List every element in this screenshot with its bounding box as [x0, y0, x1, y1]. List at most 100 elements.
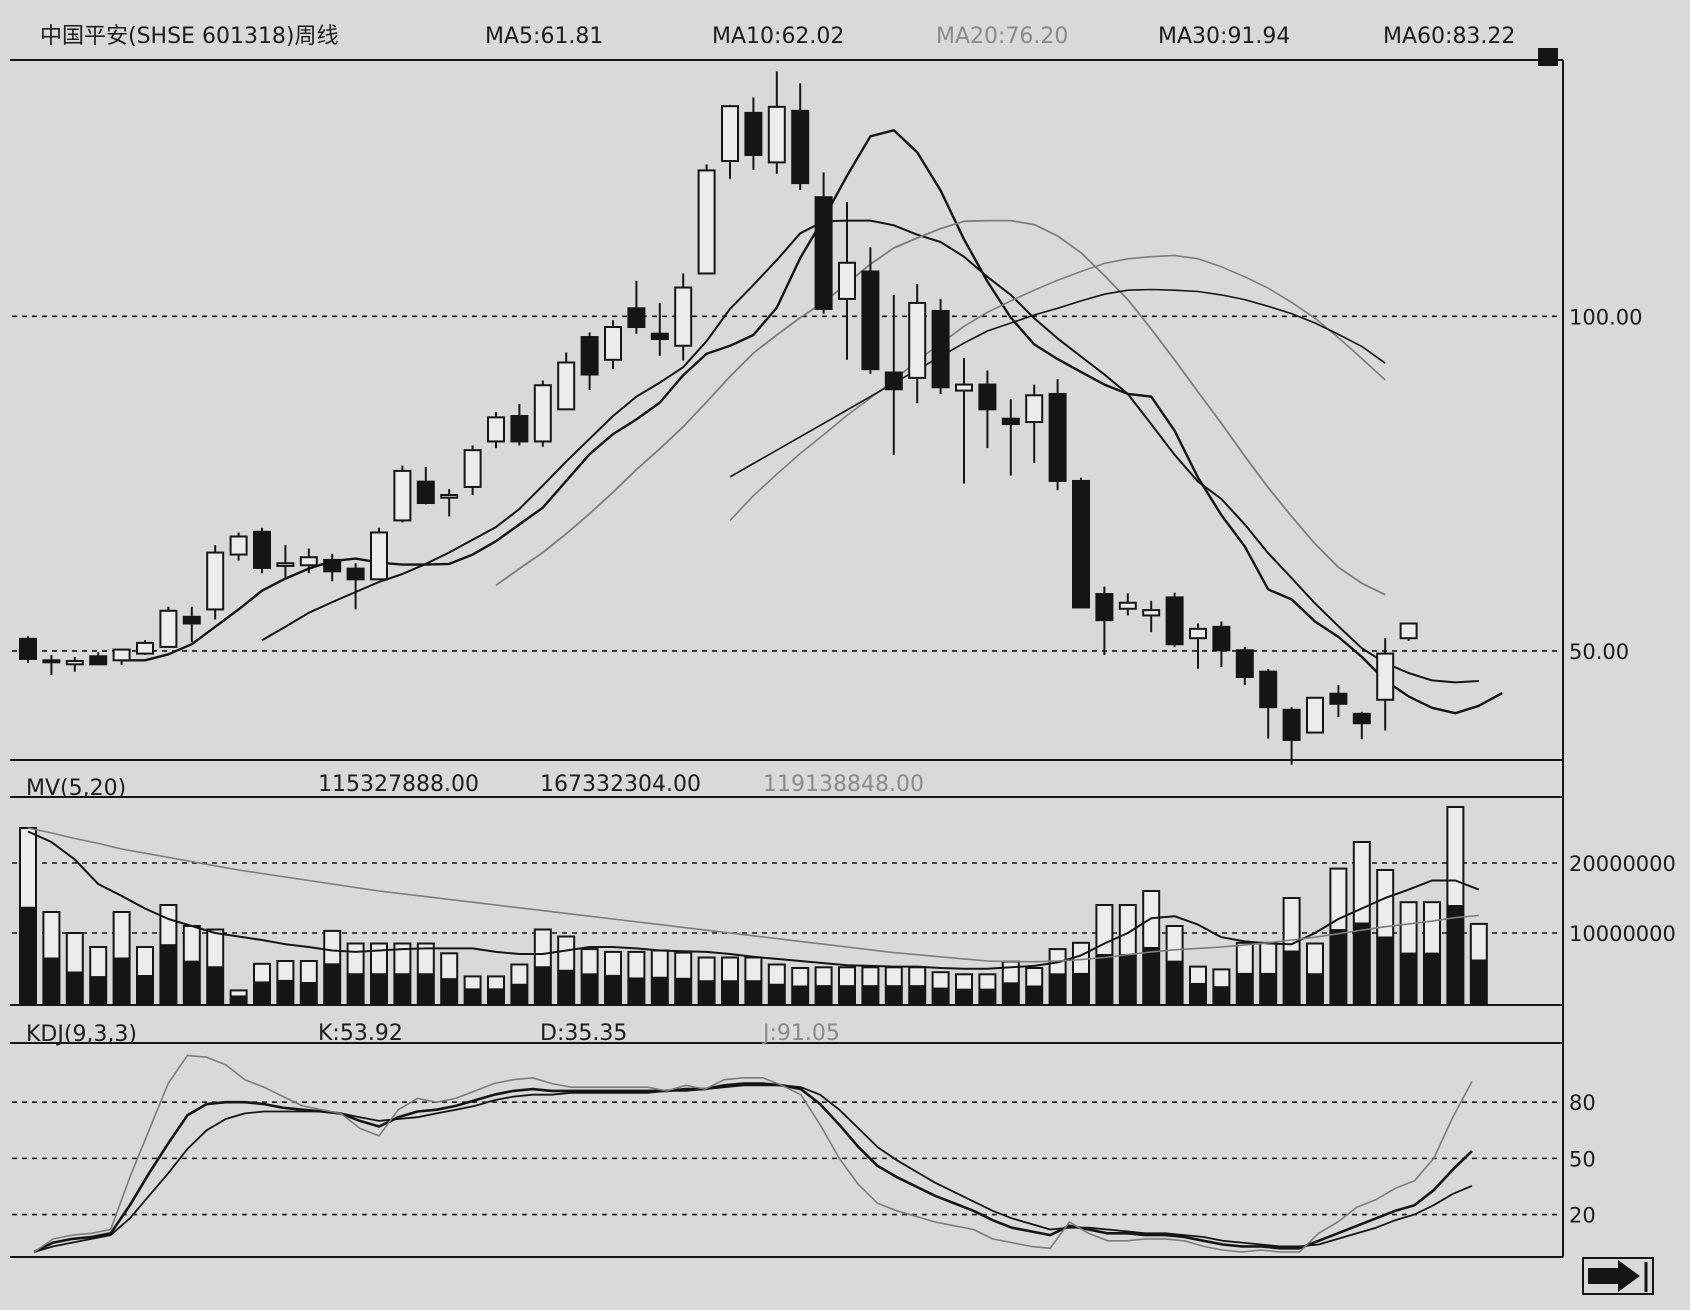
candle [557, 352, 576, 411]
kdj-axis-labels: 20 50 80 [1569, 1091, 1596, 1227]
volume-bar [533, 928, 552, 1004]
volume-bar [580, 948, 599, 1004]
volume-bar-fill [1143, 947, 1160, 1003]
candle [229, 532, 248, 561]
volume-bar [1025, 967, 1044, 1004]
candle-body [89, 655, 108, 666]
candle [276, 545, 295, 578]
volume-bar-fill [932, 987, 949, 1003]
volume-bar [557, 935, 576, 1004]
candle-body [1072, 479, 1090, 609]
kdj-tick-label: 80 [1569, 1091, 1596, 1115]
candle [650, 302, 669, 356]
candle-body [1376, 652, 1395, 701]
kdj-tick-label: 20 [1569, 1204, 1596, 1228]
candle [791, 83, 810, 190]
candle [674, 273, 693, 361]
volume-bar-fill [1213, 986, 1230, 1003]
candle [370, 527, 388, 581]
candle [908, 284, 927, 404]
volume-bar [1399, 901, 1418, 1005]
candle-body [814, 196, 833, 310]
candle [253, 527, 271, 574]
price-candles [19, 71, 1418, 765]
volume-bar-fill [1119, 954, 1136, 1003]
volume-bar [650, 949, 669, 1004]
volume-bar [791, 967, 810, 1004]
candle-body [884, 371, 903, 391]
candle-body [1142, 609, 1161, 617]
candle-body [1399, 622, 1418, 640]
volume-bar-fill [792, 985, 809, 1003]
candle [1165, 592, 1184, 647]
candle-body [861, 270, 880, 371]
price-gridlines [12, 315, 1563, 652]
volume-bar [370, 942, 388, 1004]
kdj-j-line [33, 1054, 1473, 1253]
volume-value-1: 115327888.00 [318, 772, 479, 797]
volume-bar-fill [394, 973, 411, 1003]
volume-bar [697, 956, 716, 1004]
black-square-icon[interactable] [1538, 48, 1558, 66]
volume-bar-fill [909, 985, 926, 1003]
volume-bar [487, 975, 505, 1005]
candle [487, 412, 505, 449]
candle-body [276, 562, 295, 567]
volume-bar [346, 942, 365, 1004]
candle [1399, 622, 1418, 641]
candle-body [136, 641, 154, 655]
candle-body [323, 558, 342, 573]
candle-body [1189, 627, 1207, 640]
panel-frames [10, 59, 1564, 1258]
candle-body [182, 615, 201, 625]
candle [533, 380, 552, 447]
volume-bar [1446, 806, 1465, 1004]
kdj-k-line [33, 1082, 1473, 1254]
volume-bar-fill [1026, 985, 1043, 1003]
volume-bar [276, 960, 295, 1004]
candle-body [1329, 692, 1348, 705]
volume-bar [884, 966, 903, 1004]
ma10-line [261, 219, 1479, 684]
volume-bar-fill [1096, 954, 1113, 1003]
volume-bar-fill [43, 957, 60, 1003]
volume-bar [955, 973, 973, 1004]
volume-bar [1469, 922, 1488, 1005]
volume-bar-fill [417, 973, 434, 1003]
candle [42, 654, 61, 676]
volume-bar [908, 966, 927, 1004]
candle-body [1352, 712, 1371, 725]
arrow-right-icon[interactable] [1582, 1257, 1654, 1295]
ma5-line [121, 129, 1503, 715]
volume-bar-fill [581, 973, 598, 1003]
candle-body [627, 307, 646, 329]
volume-bar-fill [113, 957, 130, 1003]
candle [838, 201, 856, 360]
volume-bar [206, 928, 225, 1004]
volume-bar [1212, 968, 1231, 1005]
volume-bar [159, 904, 178, 1004]
volume-bar [978, 973, 997, 1004]
candle [346, 563, 365, 610]
candle-body [1118, 601, 1137, 610]
volume-bar-fill [698, 980, 715, 1003]
volume-bar [604, 950, 622, 1005]
candle-body [650, 332, 669, 341]
volume-bar [323, 929, 342, 1005]
volume-value-2: 167332304.00 [540, 772, 701, 797]
candle-body [1235, 649, 1254, 679]
candle [884, 294, 903, 455]
volume-bar [510, 963, 529, 1004]
candle [206, 545, 225, 620]
volume-bar [1306, 942, 1324, 1004]
price-tick-label: 50.00 [1569, 640, 1629, 664]
volume-bar [463, 975, 482, 1005]
volume-axis-labels: 10000000 20000000 [1569, 852, 1676, 946]
volume-bar [416, 942, 435, 1004]
ma60-readout: MA60:83.22 [1383, 24, 1515, 49]
candle [159, 606, 178, 648]
candle [814, 172, 833, 314]
candle-body [253, 530, 271, 569]
volume-bar-fill [979, 988, 996, 1003]
volume-bar-fill [1049, 973, 1066, 1003]
